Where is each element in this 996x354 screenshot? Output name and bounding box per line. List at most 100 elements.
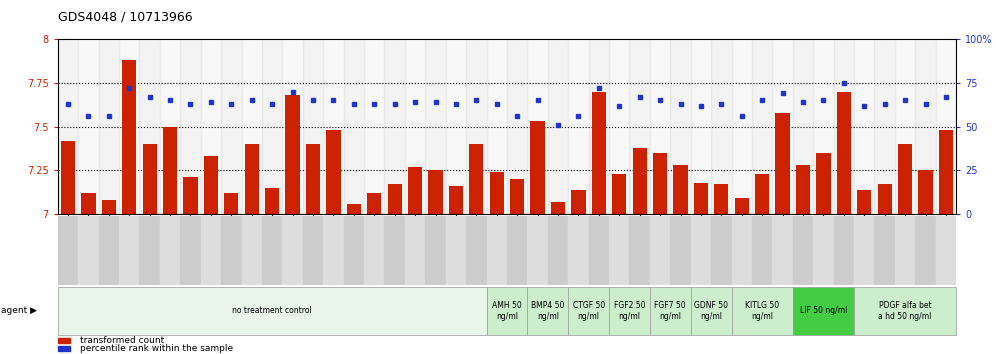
Bar [180, 39, 200, 214]
Text: no treatment control: no treatment control [232, 306, 312, 315]
FancyBboxPatch shape [486, 287, 528, 335]
Bar [834, 216, 854, 285]
Bar [817, 153, 831, 214]
Bar [159, 216, 180, 285]
FancyBboxPatch shape [793, 287, 854, 335]
Bar [548, 216, 568, 285]
Bar [58, 216, 78, 285]
Text: FGF2 50
ng/ml: FGF2 50 ng/ml [614, 301, 645, 321]
Bar [61, 141, 75, 214]
Bar [613, 174, 626, 214]
Bar [813, 216, 834, 285]
Bar [507, 216, 528, 285]
Bar [531, 121, 545, 214]
Bar [610, 39, 629, 214]
FancyBboxPatch shape [610, 287, 650, 335]
Bar [629, 216, 650, 285]
Bar [344, 39, 365, 214]
Bar [572, 190, 586, 214]
Bar [735, 198, 749, 214]
Bar [327, 130, 341, 214]
Bar [548, 39, 568, 214]
Text: agent ▶: agent ▶ [1, 306, 37, 315]
Bar [936, 39, 956, 214]
Bar [776, 113, 790, 214]
Bar [120, 39, 139, 214]
Bar [755, 174, 769, 214]
Bar [858, 190, 872, 214]
Bar [221, 39, 242, 214]
Bar [568, 39, 589, 214]
Bar [877, 184, 891, 214]
Bar [714, 184, 728, 214]
Bar [486, 39, 507, 214]
Bar [78, 39, 99, 214]
Text: BMP4 50
ng/ml: BMP4 50 ng/ml [531, 301, 565, 321]
Bar [837, 92, 851, 214]
Bar [82, 193, 96, 214]
Bar [262, 39, 283, 214]
Bar [142, 144, 156, 214]
Text: percentile rank within the sample: percentile rank within the sample [80, 344, 233, 353]
Bar [673, 165, 687, 214]
Bar [592, 92, 606, 214]
Bar [731, 39, 752, 214]
Text: LIF 50 ng/ml: LIF 50 ng/ml [800, 306, 848, 315]
Bar [894, 216, 915, 285]
Bar [286, 95, 300, 214]
FancyBboxPatch shape [650, 287, 691, 335]
Bar [221, 216, 242, 285]
Bar [180, 216, 200, 285]
Bar [510, 179, 524, 214]
Bar [446, 216, 466, 285]
Bar [408, 167, 422, 214]
FancyBboxPatch shape [58, 287, 486, 335]
Bar [551, 202, 565, 214]
Bar [691, 39, 711, 214]
Bar [632, 148, 646, 214]
FancyBboxPatch shape [568, 287, 610, 335]
Text: GDNF 50
ng/ml: GDNF 50 ng/ml [694, 301, 728, 321]
FancyBboxPatch shape [731, 287, 793, 335]
Bar [224, 193, 238, 214]
FancyBboxPatch shape [691, 287, 731, 335]
Bar [323, 39, 344, 214]
Bar [159, 39, 180, 214]
Bar [589, 39, 610, 214]
Bar [102, 200, 116, 214]
Bar [469, 144, 483, 214]
Bar [404, 216, 425, 285]
Bar [918, 170, 932, 214]
Bar [365, 39, 384, 214]
Bar [78, 216, 99, 285]
Bar [303, 216, 323, 285]
Bar [813, 39, 834, 214]
Bar [589, 216, 610, 285]
Bar [449, 186, 463, 214]
Bar [731, 216, 752, 285]
Bar [283, 39, 303, 214]
Text: GDS4048 / 10713966: GDS4048 / 10713966 [58, 10, 192, 23]
Bar [711, 216, 731, 285]
Bar [528, 39, 548, 214]
Bar [796, 165, 810, 214]
Bar [670, 39, 691, 214]
Bar [773, 39, 793, 214]
Bar [490, 172, 504, 214]
Bar [653, 153, 667, 214]
Text: transformed count: transformed count [80, 336, 164, 345]
Bar [486, 216, 507, 285]
Bar [99, 39, 120, 214]
Bar [915, 216, 936, 285]
FancyBboxPatch shape [854, 287, 956, 335]
Text: KITLG 50
ng/ml: KITLG 50 ng/ml [745, 301, 779, 321]
Bar [323, 216, 344, 285]
Bar [425, 216, 446, 285]
Bar [629, 39, 650, 214]
Bar [793, 39, 813, 214]
Bar [265, 188, 279, 214]
Bar [568, 216, 589, 285]
Bar [303, 39, 323, 214]
Bar [183, 177, 197, 214]
Bar [936, 216, 956, 285]
